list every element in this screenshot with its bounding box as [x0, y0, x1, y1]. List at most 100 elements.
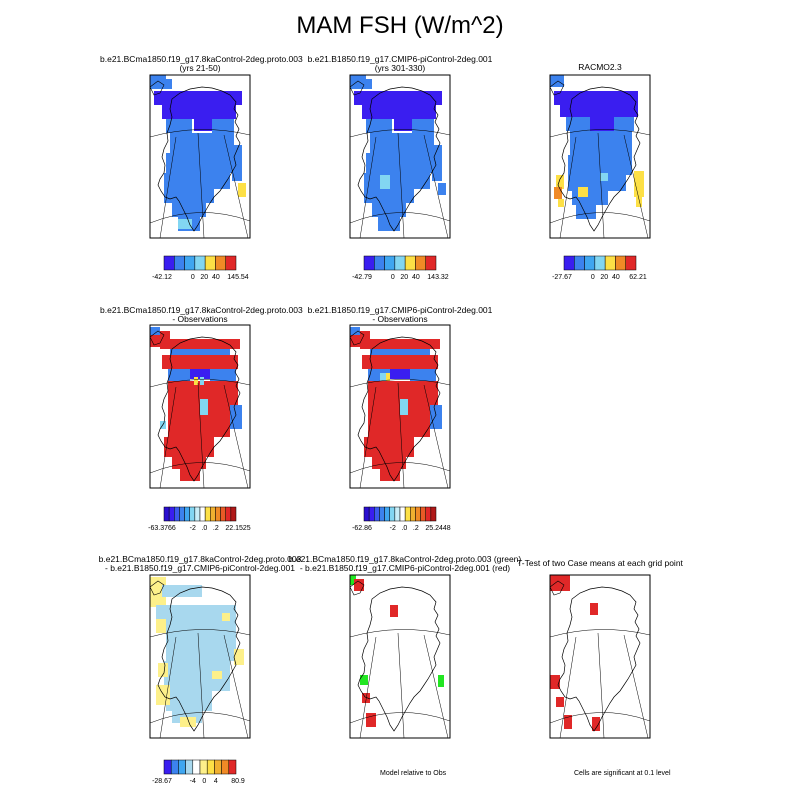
grid-cell — [568, 175, 626, 191]
colorbar-label: -2 — [190, 525, 196, 532]
meridian-line — [423, 134, 449, 238]
panel-1-title-line2: (yrs 21-50) — [179, 63, 221, 73]
panel-4-title-line1: b.e21.BCma1850.f19_g17.8kaControl-2deg.p… — [100, 305, 303, 315]
coastline-island — [550, 80, 565, 96]
grid-cell — [360, 79, 372, 89]
colorbar-swatch — [163, 506, 170, 522]
panel-7-note: Model relative to Obs — [380, 770, 447, 777]
colorbar-label: 145.54 — [227, 274, 249, 281]
panel-3-colorbar: -27.67 0 20 40 62.21 — [552, 255, 647, 281]
grid-cell — [350, 327, 360, 335]
colorbar-swatch — [563, 255, 575, 271]
panel-7-map — [349, 574, 451, 739]
grid-cell — [554, 91, 638, 105]
colorbar-swatch — [199, 506, 206, 522]
latitude-line — [350, 629, 450, 638]
grid-cell — [380, 175, 390, 189]
grid-cell — [162, 105, 236, 119]
grid-cell — [600, 173, 608, 181]
latitude-line — [550, 629, 650, 638]
grid-cell — [370, 349, 430, 357]
grid-cell — [364, 437, 414, 457]
panel-8-note: Cells are significant at 0.1 level — [574, 770, 671, 777]
grid-cell — [168, 415, 230, 437]
colorbar-label: -2 — [390, 525, 396, 532]
panel-5-map — [349, 324, 451, 489]
grid-cell — [576, 205, 596, 219]
colorbar-label: 20 — [200, 274, 208, 281]
colorbar-swatch — [163, 759, 172, 775]
meridian-line — [559, 136, 577, 238]
colorbar-swatch — [384, 255, 396, 271]
grid-cell — [166, 631, 236, 661]
latitude-line — [150, 212, 250, 224]
panel-2-title: b.e21.B1850.f19_g17.CMIP6-piControl-2deg… — [300, 55, 500, 73]
colorbar-label: -27.67 — [552, 274, 572, 281]
meridian-line — [597, 632, 605, 738]
colorbar-swatch — [174, 506, 180, 522]
grid-cell — [194, 377, 198, 385]
colorbar-label: .0 — [201, 525, 207, 532]
colorbar-label: 40 — [412, 274, 420, 281]
meridian-line — [197, 382, 205, 488]
colorbar-swatch — [574, 255, 585, 271]
colorbar-label: 0 — [191, 274, 195, 281]
colorbar-swatch — [185, 759, 194, 775]
coastline-island — [150, 580, 165, 596]
meridian-line — [359, 636, 377, 738]
latitude-line — [350, 129, 450, 138]
colorbar-label: 62.21 — [629, 274, 647, 281]
colorbar-swatch — [178, 759, 186, 775]
grid-cell — [558, 199, 564, 207]
grid-cell — [156, 685, 170, 705]
colorbar-swatch — [394, 255, 406, 271]
grid-cell — [554, 187, 562, 199]
colorbar-label: 0 — [591, 274, 595, 281]
colorbar-swatch — [230, 506, 237, 522]
colorbar-swatch — [184, 255, 196, 271]
grid-cell — [238, 183, 246, 197]
meridian-line — [223, 634, 249, 738]
colorbar-swatch — [194, 506, 201, 522]
grid-cell — [590, 603, 598, 615]
grid-cell — [170, 133, 234, 153]
colorbar-swatch — [221, 759, 230, 775]
grid-cell — [572, 191, 608, 205]
colorbar-swatch — [430, 506, 437, 522]
latitude-line — [550, 129, 650, 138]
panel-6-map — [149, 574, 251, 739]
grid-cell — [432, 167, 442, 181]
latitude-line — [150, 379, 250, 388]
colorbar-label: -4 — [190, 778, 196, 785]
map-content — [150, 75, 250, 238]
grid-cell — [400, 399, 408, 415]
colorbar-label: .2 — [413, 525, 419, 532]
coastline — [357, 86, 441, 232]
panel-2-colorbar: -42.79 0 20 40 143.32 — [352, 255, 449, 281]
grid-cell — [362, 105, 436, 119]
meridian-line — [159, 386, 177, 488]
grid-cell — [438, 183, 446, 195]
colorbar-swatch — [163, 255, 175, 271]
panel-1-title-line1: b.e21.BCma1850.f19_g17.8kaControl-2deg.p… — [100, 54, 303, 64]
latitude-line — [350, 379, 450, 388]
map-content — [350, 75, 450, 238]
colorbar-label: -62.86 — [352, 525, 372, 532]
grid-cell — [200, 377, 204, 385]
colorbar-swatch — [194, 255, 206, 271]
meridian-line — [597, 132, 605, 238]
colorbar-swatch — [363, 506, 370, 522]
grid-cell — [160, 339, 240, 349]
grid-cell — [386, 373, 390, 381]
panel-3-title-line1: RACMO2.3 — [578, 62, 622, 72]
meridian-line — [397, 132, 405, 238]
colorbar-swatch — [210, 506, 216, 522]
colorbar-swatch — [168, 506, 175, 522]
colorbar-swatch — [199, 759, 208, 775]
figure-title: MAM FSH (W/m^2) — [296, 12, 504, 39]
panel-6-title: b.e21.BCma1850.f19_g17.8kaControl-2deg.p… — [75, 555, 325, 573]
grid-cell — [350, 575, 356, 585]
coastline — [357, 586, 441, 732]
colorbar-swatch — [415, 255, 426, 271]
panel-1-colorbar: -42.12 0 20 40 145.54 — [152, 255, 249, 281]
